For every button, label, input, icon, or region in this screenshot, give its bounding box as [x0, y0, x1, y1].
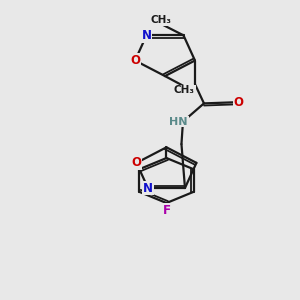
- Text: O: O: [131, 156, 142, 170]
- Text: CH₃: CH₃: [174, 85, 195, 95]
- Text: N: N: [142, 29, 152, 42]
- Text: HN: HN: [169, 117, 188, 127]
- Text: O: O: [233, 96, 244, 109]
- Text: CH₃: CH₃: [151, 15, 172, 26]
- Text: F: F: [163, 204, 170, 217]
- Text: O: O: [130, 54, 140, 67]
- Text: N: N: [143, 182, 153, 194]
